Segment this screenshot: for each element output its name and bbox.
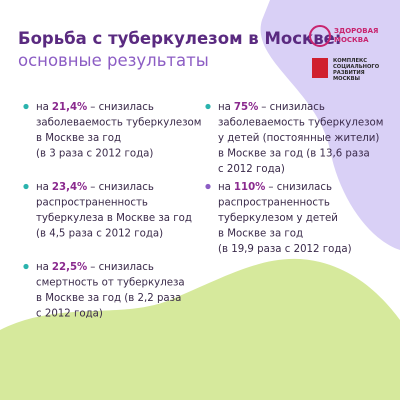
lead: на — [218, 102, 231, 113]
bullet — [205, 183, 211, 190]
item-line: (в 3 раза с 2012 года) — [36, 149, 153, 160]
rest: – снизилась — [261, 102, 325, 113]
value: 22,5% — [52, 262, 87, 273]
result-item: на 21,4% – снизилась заболеваемость туберку… — [23, 102, 201, 160]
lead: на — [36, 182, 49, 193]
item-line: в Москве за год (в 2,2 раза — [36, 293, 181, 304]
bullet — [205, 103, 211, 110]
result-item: на 110% – снизилась распространенность тубер… — [205, 182, 352, 255]
item-line: в Москве за год — [36, 133, 121, 144]
item-line: в Москве за год — [218, 229, 303, 240]
result-item: на 23,4% – снизилась распространенность тубе… — [23, 182, 192, 240]
result-item: на 75% – снизилась заболеваемость туберкуле… — [205, 102, 383, 175]
logo-text: ЗДОРОВАЯ — [334, 27, 378, 35]
lead: на — [36, 102, 49, 113]
item-line: с 2012 года) — [36, 309, 103, 320]
logo-icon — [312, 58, 328, 78]
item-first-line: на 21,4% – снизилась — [36, 102, 154, 113]
rest: – снизилась — [90, 182, 154, 193]
logo-text: МОСКВА — [334, 36, 369, 44]
green-blob — [0, 258, 400, 400]
lavender-blob — [260, 0, 400, 250]
lead: на — [36, 262, 49, 273]
logo-text: МОСКВЫ — [333, 76, 360, 82]
item-line: заболеваемость туберкулезом — [218, 118, 383, 129]
rest: – снизилась — [268, 182, 332, 193]
item-line: у детей (постоянные жители) — [218, 133, 379, 144]
item-first-line: на 110% – снизилась — [218, 182, 332, 193]
item-line: с 2012 года) — [218, 164, 285, 175]
item-line: распространенность — [36, 198, 148, 209]
logo-text: КОМПЛЕКС — [333, 58, 367, 64]
result-item: на 22,5% – снизилась смертность от туберкул… — [23, 262, 185, 320]
value: 21,4% — [52, 102, 87, 113]
item-line: распространенность — [218, 198, 330, 209]
logo-social-complex: КОМПЛЕКС СОЦИАЛЬНОГО РАЗВИТИЯ МОСКВЫ — [312, 58, 380, 82]
value: 110% — [234, 182, 265, 193]
bullet — [23, 263, 29, 270]
item-line: смертность от туберкулеза — [36, 278, 185, 289]
title: Борьба с туберкулезом в Москве: — [18, 29, 341, 48]
item-first-line: на 22,5% – снизилась — [36, 262, 154, 273]
rest: – снизилась — [90, 102, 154, 113]
item-first-line: на 75% – снизилась — [218, 102, 325, 113]
item-line: туберкулезом у детей — [218, 213, 338, 224]
lead: на — [218, 182, 231, 193]
logo-icon — [309, 25, 331, 47]
item-line: заболеваемость туберкулезом — [36, 118, 201, 129]
item-line: (в 4,5 раза с 2012 года) — [36, 229, 163, 240]
item-line: в Москве за год (в 13,6 раза — [218, 149, 370, 160]
item-line: (в 19,9 раза с 2012 года) — [218, 244, 352, 255]
item-first-line: на 23,4% – снизилась — [36, 182, 154, 193]
value: 23,4% — [52, 182, 87, 193]
rest: – снизилась — [90, 262, 154, 273]
item-line: туберкулеза в Москве за год — [36, 213, 192, 224]
value: 75% — [234, 102, 258, 113]
logo-text: РАЗВИТИЯ — [333, 70, 365, 76]
bullet — [23, 183, 29, 190]
logo-healthy-moscow: ЗДОРОВАЯ МОСКВА — [309, 25, 378, 47]
subtitle: основные результаты — [18, 51, 209, 70]
logo-text: СОЦИАЛЬНОГО — [333, 64, 380, 70]
bullet — [23, 103, 29, 110]
